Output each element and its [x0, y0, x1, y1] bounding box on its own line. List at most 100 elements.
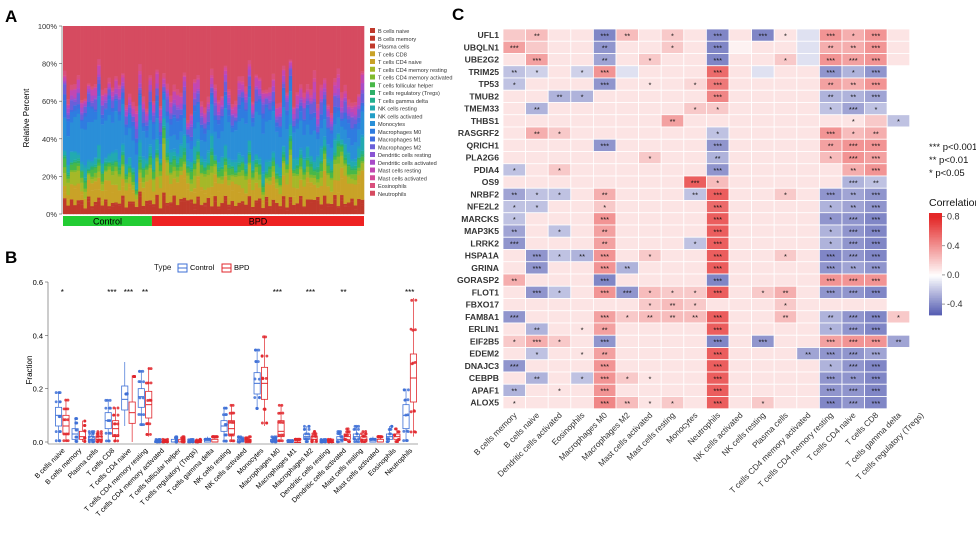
composition-segment — [251, 160, 255, 162]
significance-stars: *** — [872, 227, 881, 236]
composition-segment — [340, 167, 344, 179]
heatmap-cell — [683, 334, 707, 348]
colorbar-segment — [929, 292, 942, 295]
composition-segment — [182, 151, 187, 156]
composition-segment — [244, 175, 249, 180]
heatmap-cell — [728, 396, 753, 410]
composition-segment — [230, 131, 235, 160]
composition-segment — [216, 191, 221, 207]
composition-segment — [360, 105, 365, 112]
significance-stars: * — [671, 31, 674, 40]
significance-stars: *** — [826, 338, 835, 347]
composition-segment — [127, 127, 132, 158]
composition-segment — [281, 90, 286, 108]
composition-segment — [179, 200, 184, 202]
composition-segment — [316, 198, 320, 201]
composition-segment — [251, 172, 255, 178]
composition-segment — [83, 209, 88, 210]
composition-segment — [299, 99, 303, 103]
heatmap-cell — [728, 187, 753, 201]
composition-segment — [240, 97, 245, 103]
heatmap-cell — [638, 175, 662, 189]
composition-segment — [199, 186, 204, 191]
composition-segment — [240, 201, 245, 203]
heatmap-cell — [751, 163, 775, 177]
composition-segment — [237, 175, 242, 186]
composition-segment — [251, 209, 255, 215]
heatmap-cell — [773, 126, 798, 140]
heatmap-cell — [796, 151, 820, 165]
panel-c-heatmap: ** *** ** * *** *** * *** * ****** ** * *** ** ** *****… — [502, 28, 933, 410]
legend-label: Macrophages M0 — [378, 130, 421, 136]
composition-segment — [223, 26, 228, 66]
composition-segment — [110, 122, 115, 152]
data-point — [280, 403, 284, 407]
composition-segment — [158, 162, 163, 164]
composition-segment — [319, 90, 324, 99]
composition-segment — [240, 101, 245, 119]
composition-segment — [227, 157, 231, 160]
y-tick-label: 0.4 — [33, 331, 43, 340]
composition-segment — [114, 160, 119, 162]
composition-segment — [134, 182, 139, 189]
heatmap-cell — [796, 40, 820, 54]
significance-stars: * — [558, 191, 561, 200]
composition-segment — [254, 203, 259, 215]
composition-segment — [104, 161, 108, 164]
heatmap-cell — [796, 396, 820, 410]
composition-segment — [333, 140, 337, 153]
composition-segment — [172, 26, 177, 85]
composition-segment — [288, 202, 293, 215]
significance-stars: * — [671, 399, 674, 408]
data-point — [187, 440, 191, 444]
composition-segment — [189, 136, 194, 141]
composition-segment — [329, 206, 334, 208]
composition-segment — [100, 100, 105, 106]
composition-segment — [299, 147, 303, 151]
composition-segment — [329, 130, 334, 134]
data-point — [54, 391, 58, 395]
significance-stars: * — [761, 289, 764, 298]
colorbar-segment — [929, 252, 942, 255]
heatmap-cell — [909, 126, 933, 140]
composition-segment — [333, 156, 337, 160]
significance-stars: ** — [873, 129, 879, 138]
significance-stars: *** — [826, 56, 835, 65]
composition-segment — [186, 159, 190, 162]
composition-segment — [244, 206, 249, 210]
heatmap-cell — [773, 359, 798, 373]
row-label: GRINA — [471, 263, 499, 273]
composition-segment — [247, 199, 252, 215]
composition-segment — [179, 120, 184, 132]
heatmap-cell — [638, 347, 662, 361]
colorbar-segment — [929, 289, 942, 292]
composition-segment — [281, 195, 286, 198]
composition-segment — [206, 199, 211, 203]
composition-segment — [234, 106, 238, 114]
composition-segment — [66, 199, 71, 206]
composition-segment — [107, 88, 112, 90]
significance-stars: *** — [533, 56, 542, 65]
composition-segment — [271, 165, 276, 172]
heatmap-cell — [638, 102, 662, 116]
composition-segment — [244, 193, 249, 200]
composition-segment — [275, 116, 279, 120]
composition-segment — [117, 88, 122, 97]
composition-segment — [285, 169, 290, 173]
significance-stars: * — [897, 117, 900, 126]
composition-segment — [299, 179, 303, 189]
composition-segment — [210, 103, 214, 134]
significance-mark: *** — [306, 288, 315, 297]
composition-segment — [322, 175, 327, 196]
composition-segment — [227, 159, 231, 165]
composition-segment — [145, 169, 149, 175]
data-point — [106, 398, 109, 402]
composition-segment — [322, 119, 327, 137]
composition-segment — [69, 26, 74, 85]
heatmap-cell — [728, 114, 753, 128]
composition-segment — [288, 67, 293, 70]
composition-segment — [288, 61, 293, 63]
composition-segment — [346, 194, 351, 203]
significance-mark: *** — [405, 288, 414, 297]
